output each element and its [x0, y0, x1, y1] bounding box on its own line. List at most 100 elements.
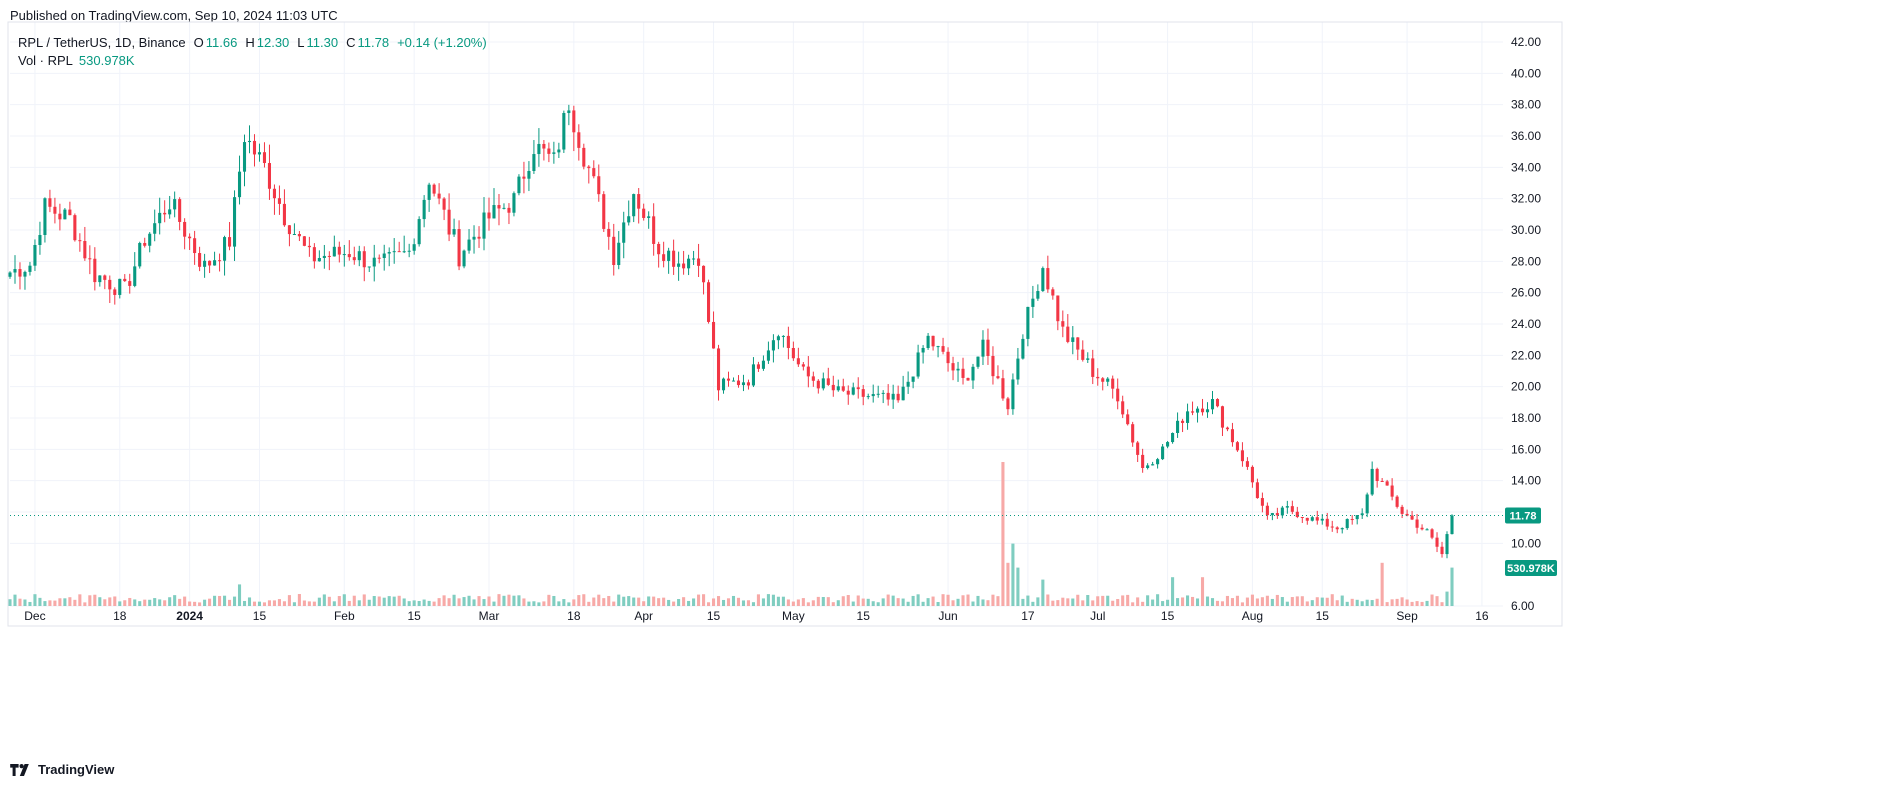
open-value: 11.66 [205, 35, 238, 50]
candle-body [662, 254, 666, 261]
candle-body [627, 216, 631, 223]
candle-body [816, 380, 820, 389]
candle-body [1081, 349, 1085, 360]
volume-bar [472, 599, 476, 606]
y-tick-label: 18.00 [1511, 411, 1541, 425]
volume-bar [702, 594, 706, 606]
volume-bar [188, 601, 192, 606]
candle-body [1415, 519, 1419, 528]
volume-bar [821, 596, 825, 606]
volume-bar [63, 598, 67, 606]
volume-bar [946, 594, 950, 606]
candle-body [582, 147, 586, 167]
candle-body [542, 143, 546, 149]
x-tick-label: Mar [479, 609, 500, 623]
volume-bar [1056, 600, 1060, 606]
volume-bar [327, 596, 331, 606]
candle-body [33, 245, 37, 266]
candle-body [951, 363, 955, 371]
candle-body [93, 258, 97, 283]
footer-brand-label: TradingView [38, 762, 115, 777]
volume-bar [397, 595, 401, 606]
volume-bar [751, 602, 755, 606]
candle-body [1420, 527, 1424, 530]
volume-bar [1026, 595, 1030, 606]
candle-body [881, 392, 885, 394]
volume-bar [901, 598, 905, 606]
candle-body [242, 142, 247, 172]
x-tick-label: 16 [1475, 609, 1489, 623]
volume-bar [128, 597, 132, 606]
volume-bar [1071, 598, 1075, 606]
volume-bar [432, 601, 436, 606]
x-tick-label: Aug [1242, 609, 1263, 623]
candle-body [731, 380, 736, 382]
volume-bar [1195, 598, 1200, 606]
volume-bar [1096, 596, 1100, 606]
volume-bar [1260, 597, 1264, 606]
candle-body [751, 364, 755, 386]
candle-body [1190, 411, 1195, 413]
candle-body [1141, 454, 1145, 468]
volume-bar [1415, 601, 1419, 606]
candle-body [367, 266, 371, 268]
candle-body [1111, 378, 1115, 389]
volume-bar [287, 595, 291, 606]
candle-body [332, 246, 336, 257]
candle-body [497, 205, 501, 209]
volume-bar [442, 595, 446, 606]
candle-body [856, 387, 860, 390]
volume-bar [1001, 462, 1005, 606]
candle-body [48, 198, 52, 207]
volume-bar [1031, 601, 1035, 606]
volume-bar [1270, 598, 1274, 606]
volume-bar [223, 595, 227, 606]
candle-body [452, 229, 456, 235]
volume-bar [991, 594, 995, 606]
candle-body [1195, 408, 1200, 413]
candle-body [721, 378, 726, 391]
candle-body [1156, 459, 1160, 465]
candle-body [1445, 534, 1449, 555]
candle-body [1210, 399, 1215, 410]
volume-bar [1181, 597, 1185, 606]
volume-bar [93, 594, 97, 606]
volume-bar [941, 594, 945, 606]
x-tick-label: Dec [24, 609, 45, 623]
candle-body [1215, 399, 1220, 407]
volume-bar [746, 600, 751, 606]
candle-body [766, 350, 770, 361]
volume-bar [966, 594, 970, 606]
y-tick-label: 34.00 [1511, 160, 1541, 174]
volume-bar [352, 595, 356, 606]
volume-bar [143, 599, 147, 606]
footer-brand[interactable]: TradingView [10, 762, 114, 777]
volume-bar [1186, 595, 1190, 606]
symbol-label[interactable]: RPL / TetherUS, 1D, Binance [18, 35, 186, 50]
volume-bar [1400, 597, 1404, 606]
candle-body [976, 356, 980, 367]
volume-bar [113, 596, 117, 606]
candle-body [492, 205, 496, 219]
y-tick-label: 24.00 [1511, 317, 1541, 331]
volume-bar [153, 598, 157, 606]
volume-bar [677, 599, 681, 606]
candle-body [1186, 411, 1190, 423]
volume-bar [1320, 597, 1324, 606]
volume-bar [138, 601, 142, 606]
candle-body [931, 335, 935, 347]
volume-bar [1066, 598, 1070, 606]
volume-label[interactable]: Vol · RPL [18, 53, 73, 68]
candle-body [148, 233, 152, 246]
volume-bar [422, 599, 426, 606]
candle-body [1425, 529, 1429, 531]
candle-body [502, 207, 506, 209]
candle-body [1006, 398, 1010, 410]
candle-body [282, 203, 286, 226]
candle-body [657, 243, 661, 255]
volume-bar [307, 601, 311, 606]
candle-body [707, 282, 711, 322]
candle-body [592, 168, 596, 177]
volume-bar [257, 601, 262, 606]
